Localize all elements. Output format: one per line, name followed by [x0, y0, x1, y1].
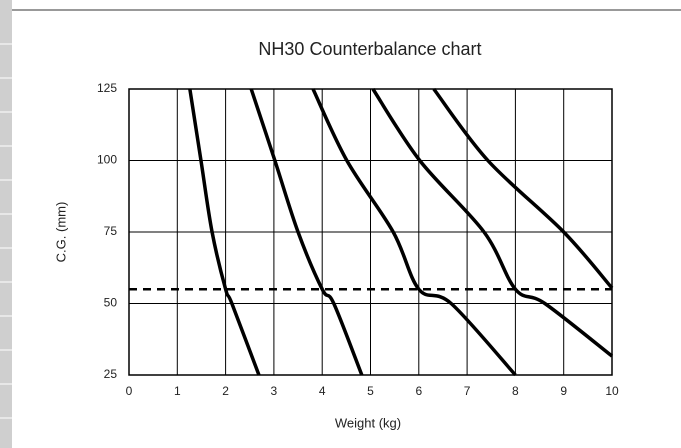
x-tick-label: 8	[512, 384, 519, 398]
x-tick-label: 1	[174, 384, 181, 398]
x-axis-label: Weight (kg)	[335, 415, 401, 430]
curve	[249, 88, 364, 376]
plot-frame	[128, 88, 613, 376]
chart-title: NH30 Counterbalance chart	[258, 39, 481, 59]
y-tick-label: 125	[97, 81, 117, 95]
curve	[311, 88, 517, 377]
y-axis-label: C.G. (mm)	[53, 202, 68, 263]
x-tick-label: 7	[464, 384, 471, 398]
x-tick-label: 9	[560, 384, 567, 398]
y-tick-label: 50	[104, 296, 118, 310]
curve	[432, 87, 614, 290]
x-tick-label: 3	[271, 384, 278, 398]
curve	[371, 88, 614, 358]
x-tick-label: 5	[367, 384, 374, 398]
x-tick-label: 6	[415, 384, 422, 398]
x-tick-label: 2	[222, 384, 229, 398]
x-tick-label: 10	[605, 384, 619, 398]
x-tick-label: 4	[319, 384, 326, 398]
y-tick-label: 100	[97, 153, 117, 167]
y-tick-label: 75	[104, 224, 118, 238]
curve	[188, 88, 261, 376]
x-tick-label: 0	[126, 384, 133, 398]
side-strip	[0, 0, 12, 448]
y-tick-label: 25	[104, 367, 118, 381]
